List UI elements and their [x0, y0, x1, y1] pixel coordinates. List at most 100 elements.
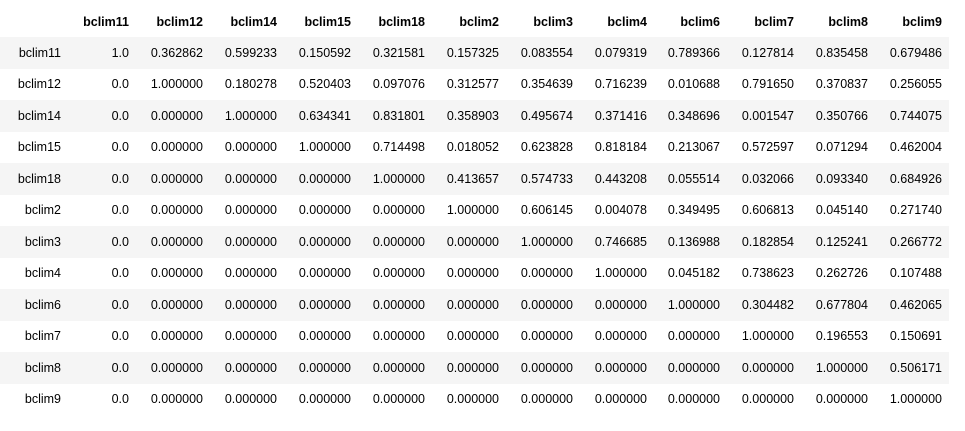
table-cell: 0.000000: [446, 297, 499, 312]
table-cell: 0.413657: [446, 171, 499, 186]
table-row: bclim2 0.0 0.000000 0.000000 0.000000 0.00000…: [0, 194, 949, 226]
table-cell: 0.000000: [372, 329, 425, 344]
table-cell: 0.0: [111, 360, 129, 375]
table-cell: 0.000000: [372, 297, 425, 312]
table-cell: 0.000000: [520, 360, 573, 375]
column-header: bclim6: [680, 14, 720, 29]
column-header: bclim18: [378, 14, 425, 29]
table-cell: 0.000000: [372, 203, 425, 218]
table-row: bclim6 0.0 0.000000 0.000000 0.000000 0.00000…: [0, 289, 949, 321]
table-cell: 0.599233: [224, 45, 277, 60]
table-cell: 1.000000: [667, 297, 720, 312]
table-cell: 0.079319: [594, 45, 647, 60]
table-cell: 0.679486: [889, 45, 942, 60]
column-header: bclim12: [156, 14, 203, 29]
table-cell: 0.000000: [298, 234, 351, 249]
table-cell: 0.000000: [150, 108, 203, 123]
table-cell: 0.000000: [520, 392, 573, 407]
table-cell: 0.271740: [889, 203, 942, 218]
table-cell: 0.000000: [150, 266, 203, 281]
column-header: bclim8: [828, 14, 868, 29]
row-label: bclim8: [24, 360, 61, 375]
table-cell: 0.606813: [741, 203, 794, 218]
table-cell: 0.127814: [741, 45, 794, 60]
table-cell: 0.262726: [815, 266, 868, 281]
table-cell: 0.000000: [298, 360, 351, 375]
table-cell: 0.000000: [150, 171, 203, 186]
table-cell: 0.000000: [224, 297, 277, 312]
table-cell: 0.045182: [667, 266, 720, 281]
table-cell: 0.125241: [815, 234, 868, 249]
table-cell: 0.714498: [372, 140, 425, 155]
table-cell: 0.634341: [298, 108, 351, 123]
column-header: bclim11: [83, 14, 129, 29]
table-cell: 0.000000: [150, 360, 203, 375]
table-cell: 0.746685: [594, 234, 647, 249]
table-cell: 0.000000: [667, 360, 720, 375]
table-cell: 0.000000: [224, 266, 277, 281]
table-cell: 0.0: [111, 171, 129, 186]
table-cell: 0.000000: [446, 360, 499, 375]
table-cell: 0.349495: [667, 203, 720, 218]
table-cell: 0.000000: [150, 392, 203, 407]
table-cell: 0.684926: [889, 171, 942, 186]
table-cell: 0.150592: [298, 45, 351, 60]
table-cell: 0.000000: [446, 329, 499, 344]
table-cell: 1.000000: [741, 329, 794, 344]
table-cell: 1.000000: [446, 203, 499, 218]
table-cell: 0.180278: [224, 77, 277, 92]
row-label: bclim4: [24, 266, 61, 281]
row-label: bclim11: [18, 45, 61, 60]
table-cell: 0.266772: [889, 234, 942, 249]
table-cell: 0.150691: [889, 329, 942, 344]
table-cell: 0.462065: [889, 297, 942, 312]
table-cell: 0.256055: [889, 77, 942, 92]
table-cell: 0.045140: [815, 203, 868, 218]
table-cell: 0.000000: [741, 360, 794, 375]
table-cell: 0.000000: [372, 392, 425, 407]
table-cell: 0.495674: [520, 108, 573, 123]
table-cell: 0.097076: [372, 77, 425, 92]
row-label: bclim14: [17, 108, 61, 123]
table-cell: 0.000000: [150, 329, 203, 344]
table-cell: 0.000000: [372, 360, 425, 375]
table-cell: 0.000000: [446, 392, 499, 407]
table-cell: 1.000000: [520, 234, 573, 249]
table-cell: 0.000000: [298, 297, 351, 312]
table-cell: 0.083554: [520, 45, 573, 60]
table-cell: 0.000000: [224, 234, 277, 249]
table-cell: 0.572597: [741, 140, 794, 155]
table-cell: 0.791650: [741, 77, 794, 92]
table-cell: 0.000000: [224, 140, 277, 155]
table-row: bclim9 0.0 0.000000 0.000000 0.000000 0.00000…: [0, 383, 949, 415]
table-cell: 0.000000: [224, 360, 277, 375]
table-cell: 0.574733: [520, 171, 573, 186]
table-cell: 0.677804: [815, 297, 868, 312]
row-label: bclim9: [24, 392, 61, 407]
table-cell: 0.001547: [741, 108, 794, 123]
table-cell: 0.000000: [446, 266, 499, 281]
table-row: bclim8 0.0 0.000000 0.000000 0.000000 0.00000…: [0, 352, 949, 384]
table-cell: 0.000000: [224, 329, 277, 344]
table-cell: 0.107488: [889, 266, 942, 281]
table-cell: 0.000000: [594, 360, 647, 375]
table-cell: 0.000000: [298, 266, 351, 281]
table-cell: 0.362862: [150, 45, 203, 60]
table-cell: 0.716239: [594, 77, 647, 92]
table-cell: 0.000000: [298, 171, 351, 186]
table-cell: 1.000000: [298, 140, 351, 155]
table-cell: 0.0: [111, 108, 129, 123]
table-cell: 0.136988: [667, 234, 720, 249]
table-cell: 0.000000: [594, 392, 647, 407]
table-cell: 0.312577: [446, 77, 499, 92]
table-header: bclim11 bclim12 bclim14 bclim15 bclim18 bclim…: [0, 6, 949, 37]
table-row: bclim3 0.0 0.000000 0.000000 0.000000 0.00000…: [0, 226, 949, 258]
row-label: bclim3: [24, 234, 61, 249]
table-cell: 1.000000: [594, 266, 647, 281]
table-cell: 1.000000: [150, 77, 203, 92]
table-cell: 0.000000: [298, 329, 351, 344]
column-header: bclim2: [459, 14, 499, 29]
table-cell: 0.000000: [446, 234, 499, 249]
index-header: [0, 6, 68, 37]
table-cell: 0.000000: [224, 203, 277, 218]
